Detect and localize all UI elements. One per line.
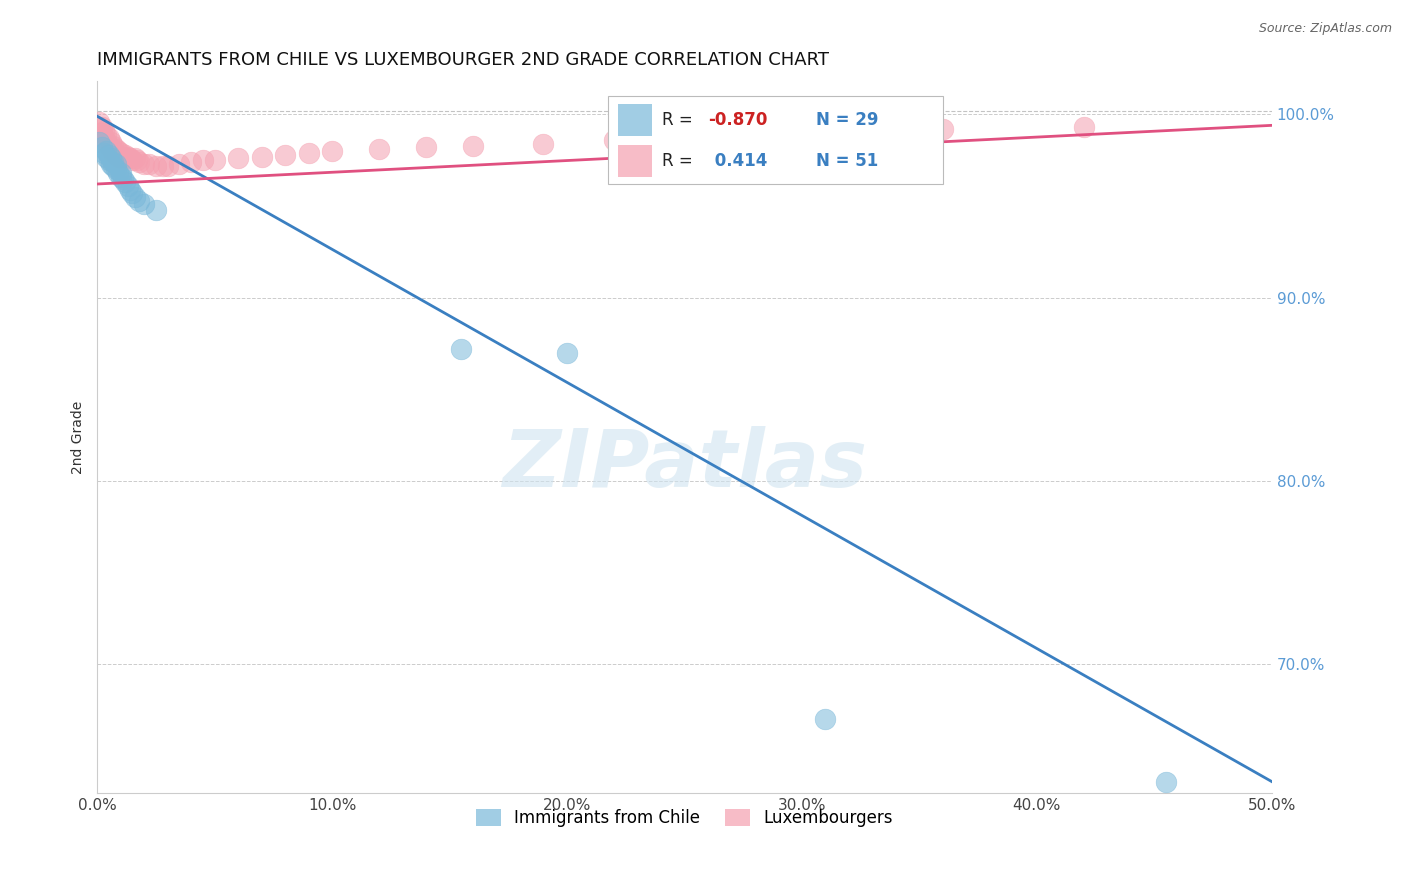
Point (368, 142, 391, 156)
Point (107, 149, 129, 163)
Point (603, 133, 626, 147)
Point (110, 152, 132, 166)
Point (100, 157, 122, 171)
Point (321, 144, 343, 158)
Point (533, 136, 555, 151)
Point (250, 149, 273, 163)
Point (89, 114, 111, 128)
Text: Source: ZipAtlas.com: Source: ZipAtlas.com (1258, 22, 1392, 36)
Point (555, 345, 578, 359)
Point (124, 152, 146, 166)
Point (226, 152, 249, 166)
Point (814, 712, 837, 726)
Point (125, 153, 148, 168)
Point (111, 171, 134, 186)
Point (117, 149, 139, 163)
Point (274, 147, 297, 161)
Y-axis label: 2nd Grade: 2nd Grade (72, 401, 86, 474)
Point (89, 120, 111, 135)
Point (103, 145, 125, 160)
Text: ZIPatlas: ZIPatlas (502, 426, 868, 505)
Point (180, 155, 202, 169)
Point (461, 138, 484, 153)
Point (89, 135, 111, 149)
Point (107, 144, 129, 158)
Point (790, 126, 813, 140)
Point (90, 120, 112, 135)
Point (110, 166, 132, 180)
Point (111, 149, 134, 163)
Legend: Immigrants from Chile, Luxembourgers: Immigrants from Chile, Luxembourgers (470, 803, 900, 834)
Point (124, 190, 146, 204)
Point (103, 138, 125, 153)
Point (191, 153, 214, 168)
Point (96, 128, 118, 142)
Point (128, 155, 150, 169)
Point (138, 157, 160, 171)
Point (1154, 774, 1177, 789)
Point (118, 152, 141, 166)
Point (100, 135, 122, 149)
Point (169, 157, 191, 171)
Point (1073, 120, 1095, 135)
Point (110, 145, 132, 160)
Point (97, 153, 120, 168)
Point (97, 138, 120, 153)
Point (93, 124, 115, 138)
Point (96, 144, 118, 158)
Point (932, 122, 955, 136)
Point (114, 147, 136, 161)
Point (90, 140, 112, 154)
Point (107, 166, 129, 180)
Point (93, 131, 115, 145)
Point (97, 147, 120, 161)
Point (204, 153, 226, 168)
Point (97, 131, 120, 145)
Point (128, 194, 150, 208)
Point (450, 342, 472, 356)
Point (104, 162, 127, 177)
Point (103, 155, 125, 169)
Point (110, 169, 132, 184)
Point (96, 135, 118, 149)
Point (118, 182, 141, 196)
Point (96, 149, 118, 163)
Point (104, 147, 127, 161)
Point (104, 157, 127, 171)
Point (145, 159, 167, 173)
Point (415, 140, 437, 154)
Point (103, 159, 125, 173)
Text: IMMIGRANTS FROM CHILE VS LUXEMBOURGER 2ND GRADE CORRELATION CHART: IMMIGRANTS FROM CHILE VS LUXEMBOURGER 2N… (97, 51, 830, 69)
Point (93, 145, 115, 160)
Point (152, 159, 174, 173)
Point (100, 152, 122, 166)
Point (100, 142, 122, 156)
Point (121, 186, 143, 201)
Point (132, 157, 155, 171)
Point (104, 142, 127, 156)
Point (121, 153, 143, 168)
Point (156, 159, 179, 173)
Point (132, 197, 155, 211)
Point (114, 175, 136, 189)
Point (697, 129, 720, 144)
Point (90, 126, 112, 140)
Point (145, 202, 167, 217)
Point (297, 145, 319, 160)
Point (117, 178, 139, 193)
